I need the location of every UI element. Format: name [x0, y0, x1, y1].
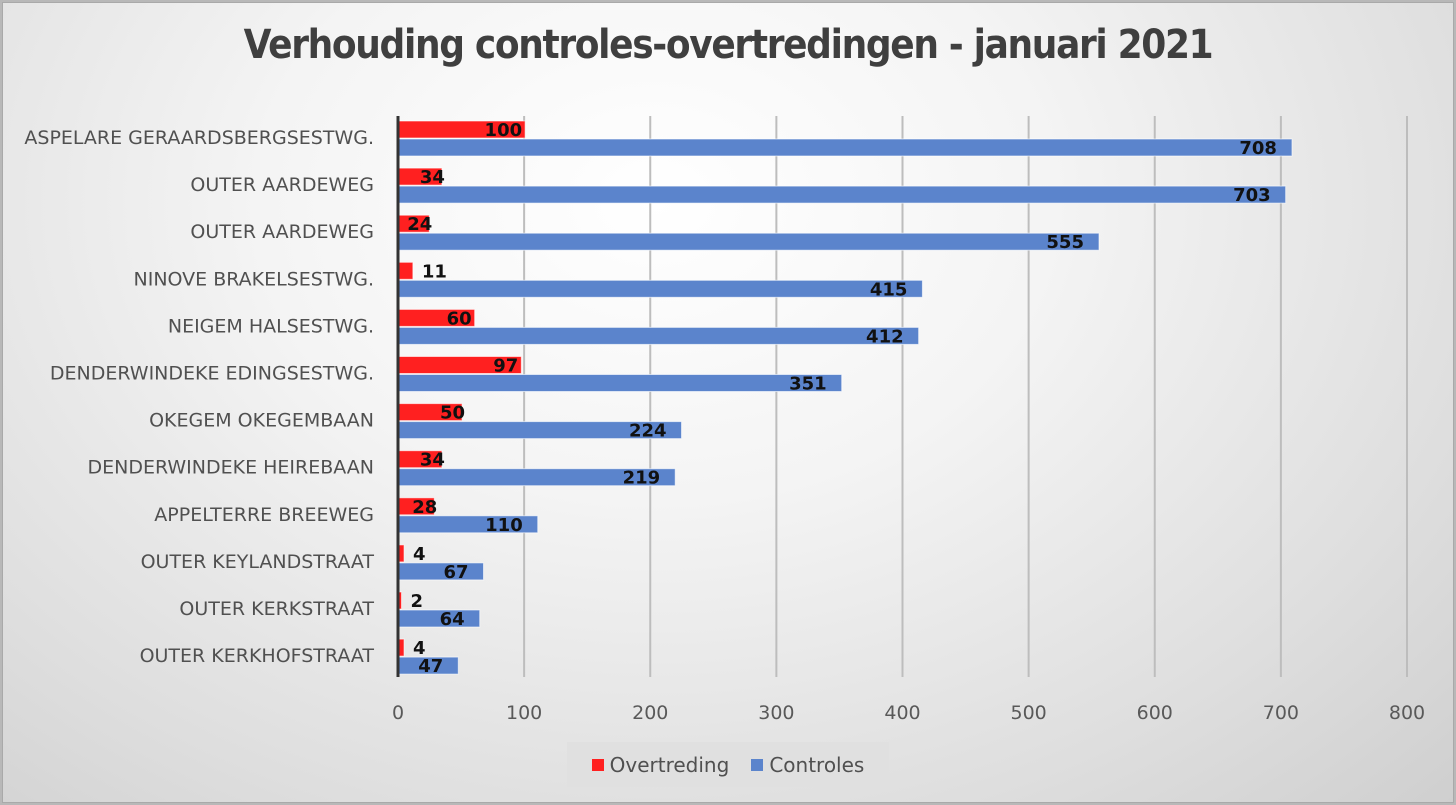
- x-tick-label: 500: [1010, 702, 1046, 724]
- bar-controles: [398, 279, 923, 298]
- legend: Overtreding Controles: [567, 742, 889, 787]
- data-label-controles: 67: [443, 562, 468, 583]
- bar-controles: [398, 138, 1293, 157]
- data-label-controles: 47: [418, 656, 443, 677]
- data-label-overtreding: 97: [493, 356, 518, 377]
- x-tick-label: 200: [632, 702, 668, 724]
- category-label: ASPELARE GERAARDSBERGSESTWG.: [24, 127, 374, 149]
- data-label-overtreding: 34: [420, 450, 445, 471]
- data-labels: 1007083470324555114156041297351502243421…: [407, 120, 1277, 677]
- legend-swatch-overtreding: [591, 758, 604, 771]
- legend-item-overtreding: Overtreding: [591, 752, 730, 777]
- bar-overtreding: [398, 261, 414, 280]
- x-tick-label: 0: [392, 702, 404, 724]
- data-label-overtreding: 100: [485, 120, 523, 141]
- data-label-overtreding: 2: [411, 591, 424, 612]
- data-label-overtreding: 28: [412, 497, 437, 518]
- x-tick-label: 600: [1137, 702, 1173, 724]
- category-label: OUTER KERKHOFSTRAAT: [140, 645, 375, 667]
- data-label-controles: 219: [623, 468, 661, 489]
- category-label: OKEGEM OKEGEMBAAN: [149, 410, 374, 432]
- x-tick-labels: 0 100 200 300 400 500 600 700 800: [392, 702, 1425, 724]
- bar-controles: [398, 326, 920, 345]
- legend-label-overtreding: Overtreding: [609, 752, 730, 777]
- category-label: OUTER AARDEWEG: [190, 221, 374, 243]
- category-label: NINOVE BRAKELSESTWG.: [134, 268, 375, 290]
- bar-controles: [398, 185, 1287, 204]
- category-label: OUTER KEYLANDSTRAAT: [141, 551, 375, 573]
- data-label-overtreding: 50: [440, 403, 465, 424]
- data-label-controles: 110: [485, 515, 523, 536]
- x-tick-label: 700: [1263, 702, 1299, 724]
- category-label: DENDERWINDEKE HEIREBAAN: [87, 457, 374, 479]
- data-label-controles: 412: [866, 326, 904, 347]
- category-labels: ASPELARE GERAARDSBERGSESTWG. OUTER AARDEW…: [24, 127, 374, 667]
- category-label: NEIGEM HALSESTWG.: [168, 315, 374, 337]
- legend-swatch-controles: [751, 758, 764, 771]
- x-tick-label: 100: [506, 702, 542, 724]
- bar-overtreding: [398, 638, 405, 657]
- data-label-overtreding: 4: [413, 544, 426, 565]
- category-label: OUTER KERKSTRAAT: [179, 598, 374, 620]
- bar-overtreding: [398, 544, 405, 563]
- data-label-controles: 351: [789, 374, 827, 395]
- category-label: DENDERWINDEKE EDINGSESTWG.: [50, 363, 374, 385]
- data-label-controles: 703: [1233, 185, 1271, 206]
- data-label-controles: 415: [870, 279, 908, 300]
- data-label-overtreding: 34: [420, 167, 445, 188]
- bars: [398, 120, 1293, 675]
- bar-controles: [398, 232, 1100, 251]
- data-label-controles: 708: [1239, 138, 1277, 159]
- data-label-overtreding: 4: [413, 638, 426, 659]
- bar-controles: [398, 374, 843, 392]
- category-label: APPELTERRE BREEWEG: [154, 504, 374, 526]
- data-label-controles: 64: [440, 609, 465, 630]
- data-label-controles: 224: [629, 421, 667, 442]
- category-label: OUTER AARDEWEG: [190, 174, 374, 196]
- gridlines: [523, 116, 1408, 677]
- chart-title: Verhouding controles-overtredingen - jan…: [243, 22, 1214, 68]
- data-label-overtreding: 60: [447, 308, 472, 329]
- bar-controles: [398, 562, 485, 581]
- legend-item-controles: Controles: [751, 753, 864, 777]
- x-tick-label: 300: [758, 702, 794, 724]
- x-tick-label: 800: [1389, 702, 1425, 724]
- data-label-overtreding: 11: [422, 261, 447, 282]
- data-label-overtreding: 24: [407, 214, 432, 235]
- legend-label-controles: Controles: [769, 752, 865, 777]
- data-label-controles: 555: [1046, 232, 1084, 253]
- x-tick-label: 400: [884, 702, 920, 724]
